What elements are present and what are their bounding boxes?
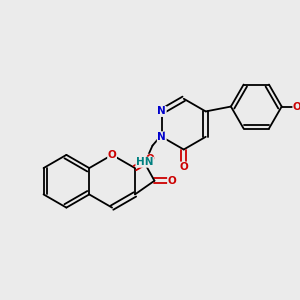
- Text: O: O: [293, 102, 300, 112]
- Text: O: O: [168, 176, 176, 186]
- Text: O: O: [108, 150, 116, 160]
- Text: N: N: [158, 132, 166, 142]
- Text: N: N: [158, 106, 166, 116]
- Text: O: O: [179, 162, 188, 172]
- Text: O: O: [146, 154, 154, 164]
- Text: HN: HN: [136, 157, 153, 167]
